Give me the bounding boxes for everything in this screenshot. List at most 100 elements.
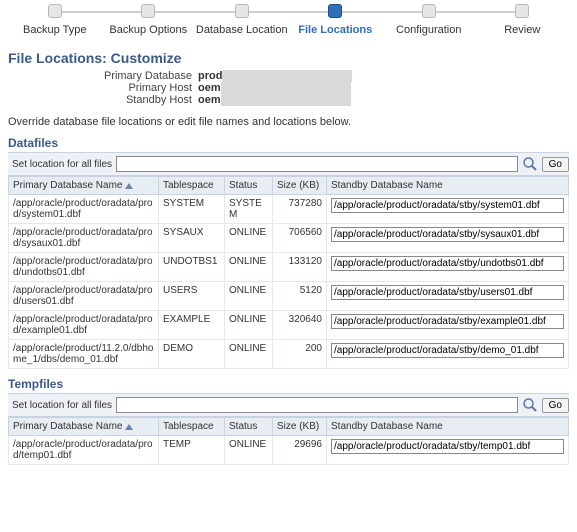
cell-size: 5120 [273, 282, 327, 311]
wizard-node-icon [422, 4, 436, 18]
wizard-node-icon [515, 4, 529, 18]
wizard-step[interactable]: Configuration [382, 4, 476, 36]
standby-path-input[interactable] [331, 198, 564, 213]
wizard-step-label: Review [476, 24, 570, 36]
override-text: Override database file locations or edit… [8, 116, 569, 128]
table-row: /app/oracle/product/oradata/prod/users01… [9, 282, 569, 311]
tempfiles-locbar: Set location for all files Go [8, 394, 569, 417]
cell-primary-db-name: /app/oracle/product/oradata/prod/temp01.… [9, 436, 159, 465]
wizard-step[interactable]: Review [476, 4, 570, 36]
cell-size: 320640 [273, 311, 327, 340]
tempfiles-heading: Tempfiles [8, 375, 569, 394]
col-status[interactable]: Status [225, 177, 273, 195]
standby-path-input[interactable] [331, 439, 564, 454]
primary-host-label: Primary Host [68, 82, 198, 94]
cell-tablespace: TEMP [159, 436, 225, 465]
cell-tablespace: USERS [159, 282, 225, 311]
standby-path-input[interactable] [331, 256, 564, 271]
wizard-step[interactable]: Backup Type [8, 4, 102, 36]
col-tablespace[interactable]: Tablespace [159, 177, 225, 195]
col-tablespace[interactable]: Tablespace [159, 418, 225, 436]
wizard-step[interactable]: Backup Options [102, 4, 196, 36]
wizard-step-label: Backup Type [8, 24, 102, 36]
datafiles-table: Primary Database Name Tablespace Status … [8, 176, 569, 369]
primary-host-value: oem [198, 82, 351, 94]
standby-path-input[interactable] [331, 227, 564, 242]
standby-path-input[interactable] [331, 285, 564, 300]
col-size[interactable]: Size (KB) [273, 418, 327, 436]
cell-standby-db-name [327, 253, 569, 282]
datafiles-go-button[interactable]: Go [542, 157, 569, 172]
wizard-node-icon [48, 4, 62, 18]
col-standby-db-name[interactable]: Standby Database Name [327, 418, 569, 436]
primary-database-label: Primary Database [68, 70, 198, 82]
datafiles-heading: Datafiles [8, 134, 569, 153]
wizard-node-icon [328, 4, 342, 18]
table-row: /app/oracle/product/11.2.0/dbhome_1/dbs/… [9, 340, 569, 369]
cell-size: 133120 [273, 253, 327, 282]
cell-status: ONLINE [225, 436, 273, 465]
cell-primary-db-name: /app/oracle/product/oradata/prod/undotbs… [9, 253, 159, 282]
cell-tablespace: SYSTEM [159, 195, 225, 224]
wizard-node-icon [235, 4, 249, 18]
table-row: /app/oracle/product/oradata/prod/temp01.… [9, 436, 569, 465]
cell-size: 737280 [273, 195, 327, 224]
cell-size: 200 [273, 340, 327, 369]
cell-primary-db-name: /app/oracle/product/11.2.0/dbhome_1/dbs/… [9, 340, 159, 369]
cell-tablespace: SYSAUX [159, 224, 225, 253]
page-title: File Locations: Customize [8, 50, 569, 66]
sort-asc-icon [125, 183, 133, 189]
tempfiles-loc-label: Set location for all files [12, 400, 112, 411]
cell-status: ONLINE [225, 224, 273, 253]
standby-path-input[interactable] [331, 314, 564, 329]
cell-standby-db-name [327, 340, 569, 369]
tempfiles-go-button[interactable]: Go [542, 398, 569, 413]
tempfiles-table: Primary Database Name Tablespace Status … [8, 417, 569, 465]
cell-size: 706560 [273, 224, 327, 253]
cell-primary-db-name: /app/oracle/product/oradata/prod/users01… [9, 282, 159, 311]
table-row: /app/oracle/product/oradata/prod/undotbs… [9, 253, 569, 282]
search-icon[interactable] [522, 156, 538, 172]
col-primary-db-name[interactable]: Primary Database Name [9, 418, 159, 436]
cell-tablespace: UNDOTBS1 [159, 253, 225, 282]
cell-status: ONLINE [225, 340, 273, 369]
kv-panel: Primary Database prod Primary Host oem S… [68, 70, 569, 106]
cell-standby-db-name [327, 282, 569, 311]
cell-status: ONLINE [225, 311, 273, 340]
col-status[interactable]: Status [225, 418, 273, 436]
standby-host-value: oem [198, 94, 351, 106]
cell-primary-db-name: /app/oracle/product/oradata/prod/system0… [9, 195, 159, 224]
standby-host-label: Standby Host [68, 94, 198, 106]
wizard-step-label: File Locations [289, 24, 383, 36]
cell-tablespace: EXAMPLE [159, 311, 225, 340]
cell-standby-db-name [327, 195, 569, 224]
table-row: /app/oracle/product/oradata/prod/system0… [9, 195, 569, 224]
cell-standby-db-name [327, 224, 569, 253]
cell-size: 29696 [273, 436, 327, 465]
primary-database-value: prod [198, 70, 352, 82]
datafiles-locbar: Set location for all files Go [8, 153, 569, 176]
table-row: /app/oracle/product/oradata/prod/example… [9, 311, 569, 340]
wizard-step-label: Database Location [195, 24, 289, 36]
col-primary-db-name[interactable]: Primary Database Name [9, 177, 159, 195]
wizard-step[interactable]: Database Location [195, 4, 289, 36]
tempfiles-loc-input[interactable] [116, 397, 518, 413]
cell-standby-db-name [327, 436, 569, 465]
datafiles-loc-label: Set location for all files [12, 159, 112, 170]
cell-standby-db-name [327, 311, 569, 340]
datafiles-loc-input[interactable] [116, 156, 518, 172]
wizard-step-label: Configuration [382, 24, 476, 36]
wizard-step[interactable]: File Locations [289, 4, 383, 36]
cell-status: ONLINE [225, 253, 273, 282]
standby-path-input[interactable] [331, 343, 564, 358]
cell-status: ONLINE [225, 282, 273, 311]
cell-primary-db-name: /app/oracle/product/oradata/prod/example… [9, 311, 159, 340]
table-row: /app/oracle/product/oradata/prod/sysaux0… [9, 224, 569, 253]
cell-primary-db-name: /app/oracle/product/oradata/prod/sysaux0… [9, 224, 159, 253]
wizard-step-label: Backup Options [102, 24, 196, 36]
col-size[interactable]: Size (KB) [273, 177, 327, 195]
cell-status: SYSTEM [225, 195, 273, 224]
search-icon[interactable] [522, 397, 538, 413]
col-standby-db-name[interactable]: Standby Database Name [327, 177, 569, 195]
wizard-node-icon [141, 4, 155, 18]
